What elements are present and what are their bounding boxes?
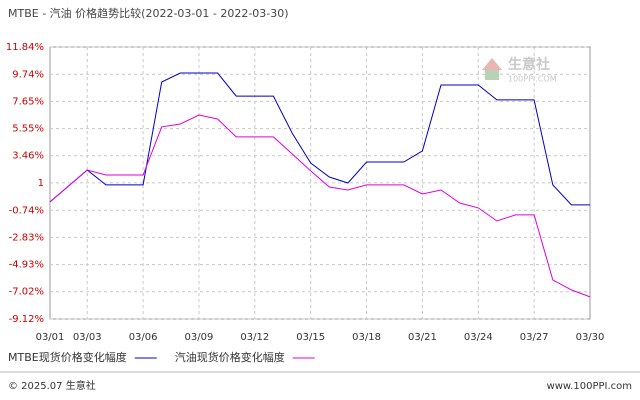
y-tick-label: -9.12% bbox=[9, 314, 44, 325]
chart-title: MTBE - 汽油 价格趋势比较(2022-03-01 - 2022-03-30… bbox=[8, 6, 289, 20]
y-tick-label: 3.46% bbox=[12, 151, 44, 162]
legend-label: 汽油现货价格变化幅度 bbox=[175, 350, 285, 364]
x-tick-label: 03/09 bbox=[185, 332, 214, 343]
footer-left: © 2025.07 生意社 bbox=[8, 379, 96, 392]
y-tick-label: 7.65% bbox=[12, 96, 44, 107]
x-tick-label: 03/18 bbox=[352, 332, 381, 343]
x-tick-label: 03/21 bbox=[408, 332, 437, 343]
legend-label: MTBE现货价格变化幅度 bbox=[8, 350, 127, 364]
x-tick-label: 03/03 bbox=[73, 332, 102, 343]
y-tick-label: 11.84% bbox=[6, 42, 44, 53]
watermark-icon bbox=[485, 70, 499, 80]
y-tick-label: -7.02% bbox=[9, 287, 44, 298]
series-line bbox=[49, 114, 591, 298]
watermark-text: 生意社 bbox=[508, 56, 550, 73]
x-tick-label: 03/01 bbox=[36, 332, 65, 343]
x-tick-label: 03/27 bbox=[520, 332, 549, 343]
y-tick-label: -4.93% bbox=[9, 260, 44, 271]
x-tick-label: 03/12 bbox=[240, 332, 269, 343]
y-tick-label: 5.55% bbox=[12, 124, 44, 135]
y-tick-label: 9.74% bbox=[12, 69, 44, 80]
x-tick-label: 03/06 bbox=[129, 332, 158, 343]
x-tick-label: 03/15 bbox=[296, 332, 325, 343]
footer-right: www.100PPI.com bbox=[547, 381, 632, 392]
series-line bbox=[49, 72, 590, 206]
y-tick-label: 1 bbox=[38, 178, 44, 189]
x-tick-label: 03/24 bbox=[464, 332, 493, 343]
watermark: 生意社 100PPI.COM bbox=[482, 56, 557, 84]
y-tick-label: -2.83% bbox=[9, 232, 44, 243]
x-tick-label: 03/30 bbox=[576, 332, 605, 343]
watermark-text: 100PPI.COM bbox=[508, 75, 557, 84]
y-tick-label: -0.74% bbox=[9, 205, 44, 216]
watermark-icon bbox=[482, 58, 502, 70]
